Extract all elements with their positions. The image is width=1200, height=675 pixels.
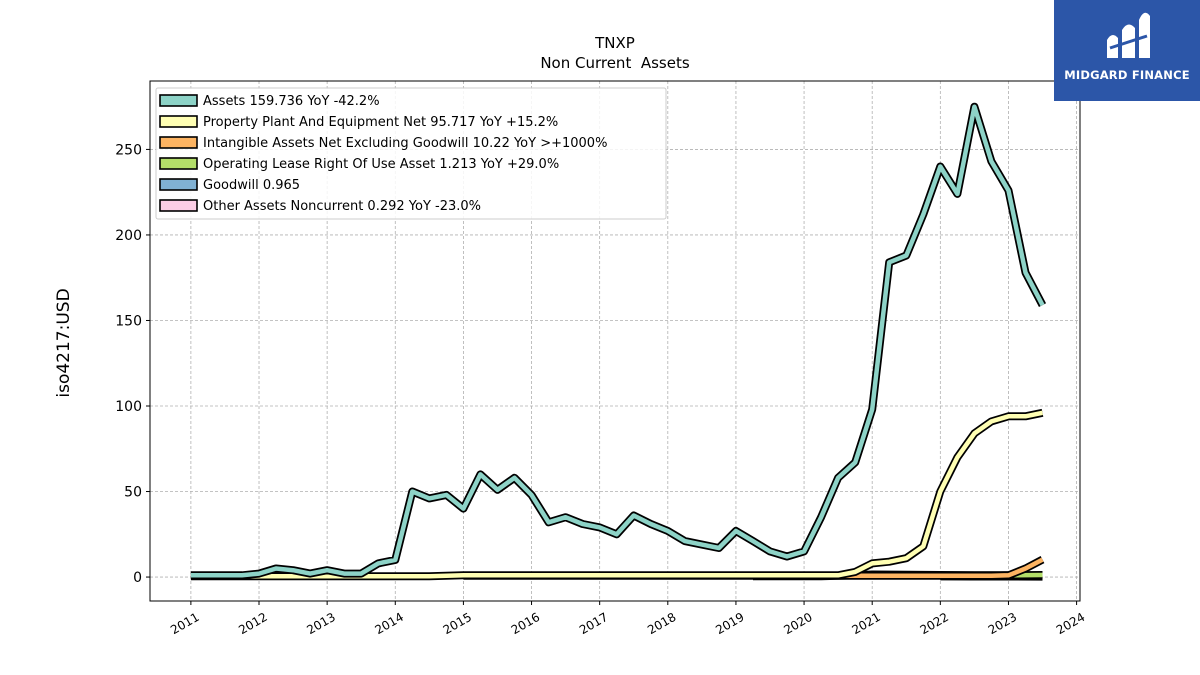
plot-area-frame <box>149 80 1081 602</box>
legend-swatch <box>159 115 198 128</box>
brand-logo: MIDGARD FINANCE <box>1054 0 1200 101</box>
series-line-property-plant-and-equipment-net <box>190 410 1043 579</box>
x-tick-label: 2013 <box>304 610 337 637</box>
x-tick-label: 2012 <box>236 610 269 637</box>
x-tick-label: 2020 <box>781 610 814 637</box>
x-tick-label: 2021 <box>849 610 882 637</box>
logo-mark-icon <box>1107 12 1150 59</box>
legend-entry: Property Plant And Equipment Net 95.717 … <box>203 115 558 130</box>
x-tick-label: 2017 <box>577 610 610 637</box>
legend-frame <box>155 87 667 220</box>
logo-text: MIDGARD FINANCE <box>1064 68 1190 82</box>
x-tick-label: 2011 <box>168 610 201 637</box>
y-tick-label: 100 <box>115 399 142 415</box>
legend-entry: Intangible Assets Net Excluding Goodwill… <box>203 136 607 151</box>
chart-title: TNXP <box>594 34 635 52</box>
legend-swatch <box>159 136 198 149</box>
series-layer <box>190 102 1047 581</box>
series-line-assets <box>190 104 1045 578</box>
x-tick-label: 2018 <box>645 610 678 637</box>
y-axis-label: iso4217:USD <box>54 288 74 397</box>
x-tick-label: 2022 <box>918 610 951 637</box>
legend-entry: Operating Lease Right Of Use Asset 1.213… <box>203 157 559 172</box>
legend-swatch <box>159 94 198 107</box>
legend-swatch <box>159 178 198 191</box>
x-tick-label: 2016 <box>509 610 542 637</box>
x-tick-label: 2015 <box>441 610 474 637</box>
legend-entry: Goodwill 0.965 <box>203 178 300 193</box>
legend-swatch <box>159 157 198 170</box>
x-tick-label: 2024 <box>1054 610 1087 637</box>
legend-swatch <box>159 199 198 212</box>
y-tick-label: 200 <box>115 228 142 244</box>
y-tick-label: 150 <box>115 313 142 329</box>
legend-entry: Assets 159.736 YoY -42.2% <box>203 94 380 109</box>
x-tick-label: 2023 <box>986 610 1019 637</box>
y-tick-label: 250 <box>115 142 142 158</box>
y-tick-label: 50 <box>124 485 142 501</box>
x-tick-label: 2019 <box>713 610 746 637</box>
legend: Assets 159.736 YoY -42.2% Property Plant … <box>155 87 667 220</box>
x-tick-label: 2014 <box>373 610 406 637</box>
y-tick-label: 0 <box>133 570 142 586</box>
chart-subtitle: Non Current Assets <box>540 54 690 72</box>
legend-entry: Other Assets Noncurrent 0.292 YoY -23.0% <box>203 199 481 214</box>
